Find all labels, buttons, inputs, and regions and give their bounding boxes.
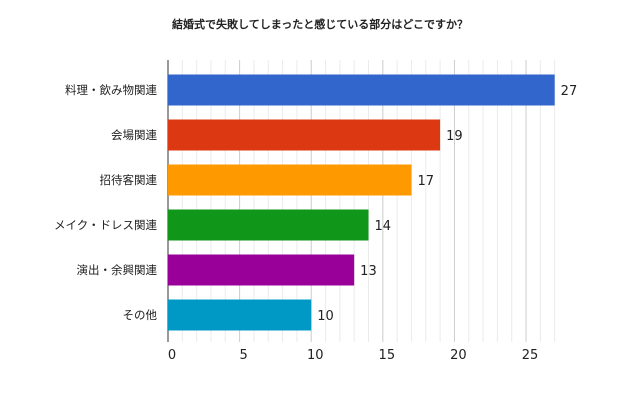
category-label: 演出・余興関連 — [77, 263, 158, 277]
x-tick-label: 20 — [450, 348, 467, 363]
data-label: 19 — [446, 129, 463, 144]
data-label: 14 — [375, 219, 392, 234]
x-tick-label: 0 — [168, 348, 176, 363]
gridlines — [167, 60, 556, 342]
bar — [168, 299, 312, 331]
bar — [168, 164, 412, 196]
bar — [168, 209, 369, 241]
x-axis-ticks: 0 5 10 15 20 25 — [168, 348, 538, 363]
bar — [168, 254, 355, 286]
data-label: 17 — [417, 174, 434, 189]
category-label: 会場関連 — [111, 128, 157, 142]
chart-title: 結婚式で失敗してしまったと感じている部分はどこですか？ — [172, 17, 468, 31]
x-tick-label: 15 — [379, 348, 396, 363]
x-tick-label: 5 — [239, 348, 247, 363]
data-label: 10 — [317, 309, 334, 324]
category-label: 料理・飲み物関連 — [65, 83, 157, 97]
bar — [168, 74, 555, 106]
category-label: メイク・ドレス関連 — [54, 218, 158, 232]
x-tick-label: 10 — [307, 348, 324, 363]
data-label: 27 — [561, 84, 578, 99]
bars: 料理・飲み物関連 27 会場関連 19 招待客関連 17 メイク・ドレス関連 14 演出・余興関… — [54, 74, 578, 331]
x-tick-label: 25 — [522, 348, 539, 363]
category-label: 招待客関連 — [100, 173, 158, 187]
category-label: その他 — [123, 308, 158, 322]
bar — [168, 119, 441, 151]
data-label: 13 — [360, 264, 377, 279]
